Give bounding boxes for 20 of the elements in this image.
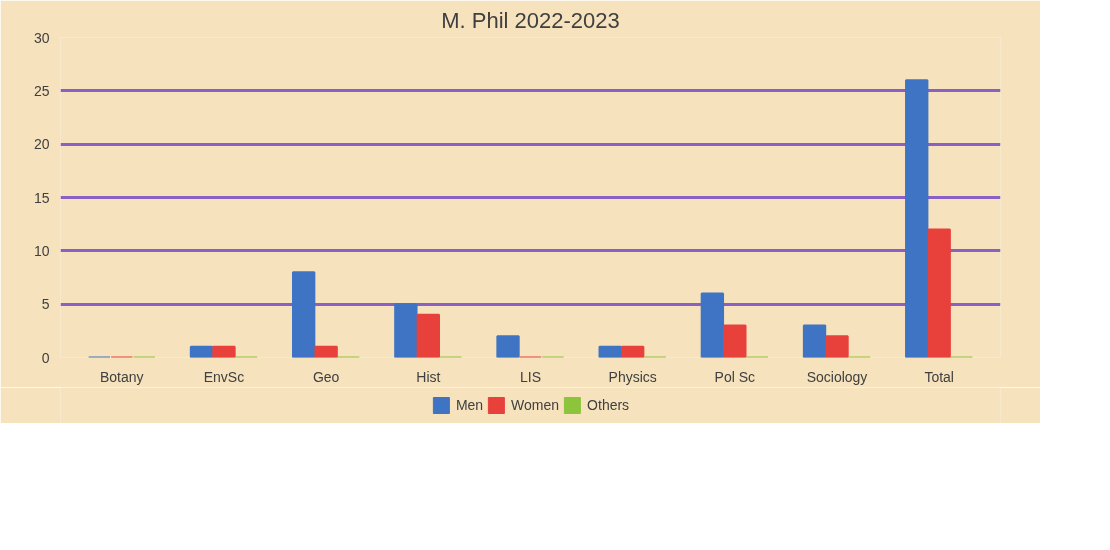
y-tick-label: 10 (33, 242, 50, 259)
y-tick-label: 30 (33, 29, 50, 46)
legend-label: Women (511, 397, 560, 413)
chart-title: M. Phil 2022-2023 (441, 7, 620, 33)
x-tick-label: Total (924, 368, 954, 385)
y-tick-label: 5 (41, 296, 50, 313)
x-tick-label: Sociology (806, 368, 868, 385)
x-tick-label: EnvSc (203, 368, 245, 385)
x-tick-label: Botany (100, 368, 144, 385)
y-tick-label: 15 (33, 189, 50, 206)
y-tick-label: 20 (33, 136, 50, 153)
y-tick-label: 0 (41, 349, 50, 366)
x-tick-label: Geo (312, 368, 340, 385)
x-tick-label: Physics (608, 368, 657, 385)
legend-label: Men (455, 397, 484, 413)
x-tick-label: Hist (416, 368, 441, 385)
x-tick-label: Pol Sc (714, 368, 756, 385)
y-tick-label: 25 (33, 82, 50, 99)
legend-label: Others (587, 397, 630, 413)
x-tick-label: LIS (519, 368, 542, 385)
